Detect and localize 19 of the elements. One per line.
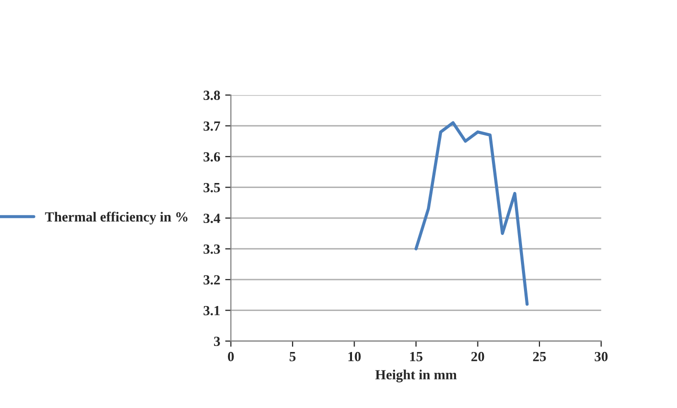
- line-series: [414, 121, 529, 306]
- x-tick-label: 20: [471, 352, 484, 362]
- y-tick-label: 3.6: [204, 152, 220, 162]
- y-tick-label: 3.8: [204, 90, 220, 100]
- x-tick-label: 0: [228, 352, 234, 362]
- y-tick-label: 3: [214, 336, 220, 346]
- y-tick-label: 3.4: [204, 214, 220, 224]
- x-tick-label: 10: [348, 352, 361, 362]
- legend-label: Thermal efficiency in %: [45, 212, 188, 224]
- y-tick-label: 3.2: [204, 275, 220, 285]
- y-tick-label: 3.5: [204, 182, 220, 192]
- x-axis-title: Height in mm: [375, 370, 457, 382]
- x-tick-label: 15: [410, 352, 422, 362]
- y-tick-label: 3.1: [204, 306, 220, 316]
- y-tick-label: 3.7: [204, 121, 220, 131]
- x-tick-label: 25: [533, 352, 546, 362]
- x-tick-label: 5: [290, 352, 296, 362]
- x-tick-label: 30: [594, 352, 608, 362]
- y-tick-label: 3.3: [204, 244, 220, 254]
